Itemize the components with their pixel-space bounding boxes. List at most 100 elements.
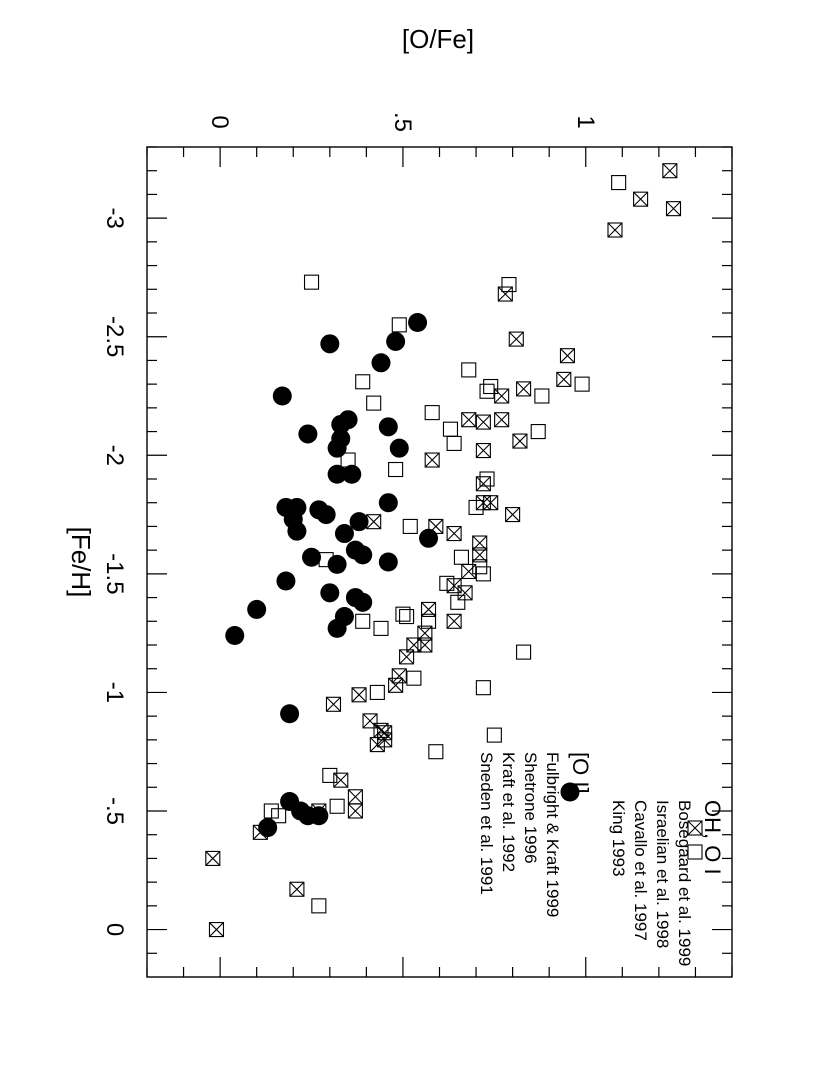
square-point — [424, 405, 440, 421]
x-axis-label: [Fe/H] — [66, 527, 96, 598]
square-x-point — [508, 331, 524, 347]
marker-box — [461, 362, 477, 378]
legend-entry-label: Kraft et al. 1992 — [499, 752, 518, 872]
x-tick-label: -3 — [101, 207, 128, 228]
marker-box — [450, 594, 466, 610]
marker-cross — [417, 637, 433, 653]
marker-cross — [516, 381, 531, 397]
square-x-point — [391, 668, 407, 684]
square-point — [439, 575, 455, 591]
marker-box — [516, 381, 532, 397]
square-x-point — [366, 514, 382, 530]
marker-box — [208, 922, 225, 938]
square-point — [420, 613, 437, 629]
marker-cross — [461, 564, 477, 579]
circle-point — [327, 438, 347, 458]
marker-box — [373, 620, 389, 636]
square-x-point — [483, 495, 499, 511]
marker-box — [611, 175, 627, 191]
square-x-point — [333, 772, 349, 788]
marker-box — [424, 452, 440, 468]
square-x-point — [347, 789, 363, 805]
marker-box — [486, 727, 502, 743]
square-point — [475, 566, 491, 582]
marker-box — [369, 684, 385, 700]
marker-cross — [508, 331, 524, 347]
circle-point — [378, 493, 398, 513]
legend-entry-label: Bosegaard et al. 1999 — [675, 800, 694, 966]
square-x-point — [362, 713, 378, 729]
circle-point — [389, 438, 409, 458]
marker-box — [662, 163, 678, 179]
circle-point — [378, 417, 398, 437]
legend-entry-label: King 1993 — [609, 800, 628, 877]
circle-point — [353, 545, 373, 565]
marker-box — [530, 424, 546, 440]
square-point — [534, 388, 550, 404]
marker-cross — [289, 881, 305, 897]
marker-cross — [205, 851, 221, 866]
marker-box — [355, 613, 371, 629]
square-point — [391, 317, 407, 333]
square-point — [303, 274, 320, 290]
square-point — [355, 613, 371, 629]
circle-point — [419, 528, 439, 548]
circle-point — [287, 521, 307, 541]
marker-box — [687, 844, 703, 860]
circle-point — [316, 505, 336, 525]
square-point — [453, 549, 469, 565]
marker-box — [475, 442, 491, 459]
square-point — [611, 175, 627, 191]
square-x-point — [461, 563, 477, 580]
marker-box — [501, 276, 517, 293]
marker-cross — [351, 687, 367, 703]
square-point — [479, 471, 495, 487]
marker-box — [395, 606, 411, 622]
square-x-point — [662, 163, 678, 179]
square-point — [388, 461, 404, 478]
x-tick-label: 0 — [101, 923, 128, 936]
square-point — [369, 684, 385, 700]
circle-point — [258, 818, 278, 838]
square-point — [468, 499, 484, 516]
legend: OH, O I Bosegaard et al. 1999 Israelian … — [477, 752, 725, 966]
marker-cross — [666, 201, 681, 217]
marker-cross — [483, 495, 499, 511]
marker-cross — [333, 772, 349, 788]
square-x-point — [475, 476, 491, 492]
legend-entry-label: Cavallo et al. 1997 — [631, 800, 650, 941]
marker-box — [417, 637, 433, 653]
marker-box — [475, 680, 491, 696]
square-point — [271, 808, 287, 824]
square-x-point — [424, 452, 440, 468]
square-x-point — [388, 677, 404, 693]
marker-box — [665, 201, 682, 217]
marker-box — [391, 317, 407, 333]
square-x-point — [633, 191, 649, 207]
marker-box — [439, 575, 455, 591]
square-point — [486, 727, 502, 743]
marker-cross — [494, 388, 510, 404]
marker-box — [205, 850, 221, 866]
marker-cross — [457, 585, 473, 601]
marker-box — [420, 601, 437, 617]
square-point — [442, 421, 459, 437]
square-point — [399, 608, 415, 625]
square-x-point — [494, 388, 510, 404]
square-point — [446, 435, 462, 451]
marker-box — [322, 767, 338, 783]
legend-entry-label: Shetrone 1996 — [521, 752, 540, 864]
marker-box — [303, 274, 320, 290]
marker-box — [479, 471, 495, 487]
marker-cross — [391, 668, 407, 684]
y-axis-label: [O/Fe] — [402, 24, 474, 54]
square-x-point — [446, 613, 462, 629]
marker-box — [446, 435, 462, 451]
marker-box — [483, 495, 499, 511]
legend-entry-label: Fulbright & Kraft 1999 — [543, 752, 562, 917]
marker-cross — [687, 820, 703, 836]
square-x-point — [665, 201, 682, 217]
marker-box — [333, 772, 349, 788]
marker-cross — [388, 677, 404, 693]
x-tick-labels: 0 -.5 -1 -1.5 -2 -2.5 -3 — [101, 207, 128, 936]
